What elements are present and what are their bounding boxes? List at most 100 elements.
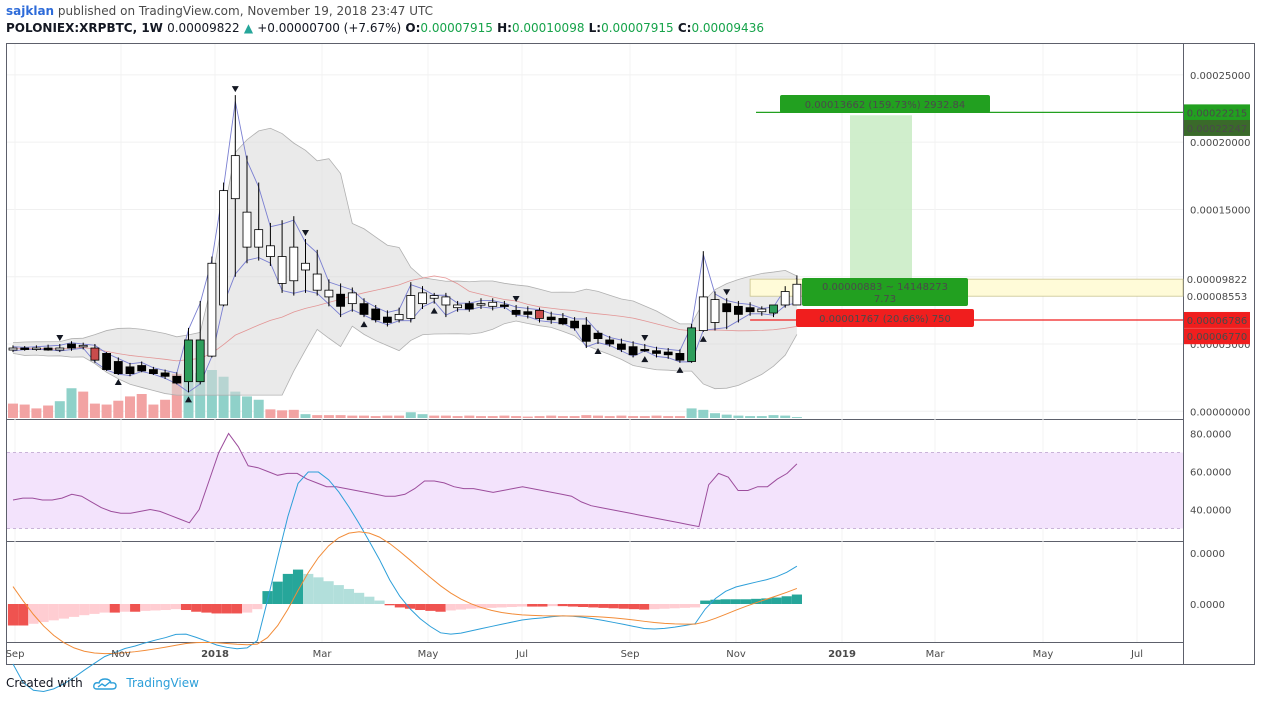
rsi-band — [7, 452, 1183, 529]
candle-body — [148, 369, 158, 374]
candle-body — [429, 295, 439, 299]
macd-histogram-bar — [303, 573, 314, 604]
entry-label-line2: 7.73 — [874, 294, 896, 305]
volume-bar — [43, 405, 54, 418]
swing-high-marker — [302, 230, 309, 237]
ohlc-legend: POLONIEX:XRPBTC, 1W 0.00009822 ▲ +0.0000… — [6, 21, 764, 35]
macd-histogram-bar — [445, 604, 456, 611]
candle-body — [722, 303, 732, 313]
volume-bar — [31, 408, 42, 418]
time-tick-label: 2018 — [201, 649, 229, 660]
volume-bar — [277, 410, 288, 418]
volume-bar — [593, 415, 603, 418]
macd-histogram-bar — [394, 604, 405, 608]
candle-body — [710, 299, 720, 323]
volume-bar — [382, 415, 393, 418]
candle-body — [734, 305, 743, 315]
candle-body — [242, 211, 252, 248]
stop-label-box — [796, 309, 974, 327]
macd-histogram-bar — [466, 604, 477, 609]
volume-bar — [265, 409, 276, 418]
candle-body — [698, 296, 708, 331]
candle-body — [254, 229, 264, 248]
volume-bar — [89, 403, 100, 418]
macd-histogram-bar — [751, 598, 762, 604]
symbol-label[interactable]: POLONIEX:XRPBTC, 1W — [6, 21, 163, 35]
close-value: 0.00009436 — [691, 21, 764, 35]
time-tick-label: Jul — [1130, 649, 1143, 660]
macd-histogram-bar — [628, 604, 640, 610]
low-channel-line — [12, 257, 798, 393]
price-callout-label: 0.00022247 — [1187, 124, 1247, 135]
swing-low-marker — [114, 378, 122, 385]
candle-body — [113, 361, 123, 374]
macd-histogram-bar — [231, 604, 243, 614]
long-position-tool[interactable]: 0.00013662 (159.73%) 2932.84 0.00000883 ~… — [749, 95, 1184, 327]
macd-histogram-bar — [700, 600, 711, 604]
candle-body — [160, 372, 170, 377]
candle-body — [125, 366, 135, 375]
macd-histogram-bar — [384, 604, 395, 606]
price-tick-label: 0.00015000 — [1190, 205, 1250, 216]
macd-histogram-bar — [354, 592, 365, 604]
tradingview-link[interactable]: TradingView — [126, 676, 199, 690]
candle-body — [792, 283, 802, 306]
macd-histogram-bar — [272, 581, 283, 604]
volume-bar — [674, 416, 685, 418]
high-value: 0.00010098 — [511, 21, 585, 35]
candle-body — [511, 309, 521, 315]
macd-histogram-bar — [140, 604, 151, 611]
volume-bar — [745, 416, 756, 418]
swing-high-marker — [512, 295, 520, 302]
candle-body — [628, 346, 638, 356]
candle-body — [406, 295, 416, 319]
rsi-tick-label: 40.0000 — [1190, 506, 1231, 517]
candle-body — [581, 324, 591, 342]
candle-body — [546, 316, 556, 321]
macd-histogram-bar — [547, 604, 558, 607]
volume-bar — [370, 416, 381, 418]
entry-label-line1: 0.00000883 ~ 14148273 — [822, 282, 948, 293]
signal-line — [12, 531, 798, 655]
macd-histogram-bar — [333, 585, 344, 604]
candle-body — [230, 155, 240, 200]
time-tick-label: Sep — [621, 649, 640, 660]
low-value: 0.00007915 — [601, 21, 674, 35]
candle-body — [289, 246, 299, 282]
macd-histogram-bar — [588, 604, 599, 608]
volume-bar — [394, 415, 405, 418]
volume-bar — [288, 409, 299, 418]
candle-body — [359, 303, 369, 315]
candle-body — [605, 339, 615, 345]
volume-bar — [54, 401, 65, 418]
target-label: 0.00013662 (159.73%) 2932.84 — [805, 100, 965, 111]
volume-bar — [8, 403, 18, 418]
volume-bar — [581, 415, 592, 418]
macd-histogram-bar — [170, 604, 181, 610]
volume-bar — [359, 415, 369, 418]
open-value: 0.00007915 — [420, 21, 493, 35]
volume-bar — [66, 388, 77, 418]
volume-bar — [136, 394, 147, 418]
macd-histogram-bar — [242, 604, 253, 613]
macd-histogram-bar — [201, 604, 212, 613]
macd-line — [12, 471, 798, 693]
band-upper — [12, 127, 798, 344]
author-link[interactable]: sajklan — [6, 4, 55, 18]
volume-bar — [476, 416, 486, 418]
candle-body — [172, 375, 182, 384]
candle-body — [67, 343, 76, 349]
candle-body — [663, 351, 673, 356]
swing-low-marker — [430, 307, 438, 314]
volume-bar — [452, 416, 463, 418]
price-axis[interactable]: 0.000250000.000200000.000150000.00010000… — [1184, 71, 1250, 611]
time-axis[interactable]: Sep Nov 2018 Mar May Jul Sep Nov 2019 Mar May Jul — [6, 649, 1143, 660]
volume-bar — [19, 404, 30, 418]
candle-body — [593, 332, 603, 340]
macd-histogram-bar — [496, 604, 507, 608]
time-tick-label: May — [1033, 649, 1054, 660]
macd-histogram-bar — [679, 604, 691, 608]
macd-histogram-bar — [191, 604, 202, 612]
macd-histogram-bar — [160, 604, 171, 611]
